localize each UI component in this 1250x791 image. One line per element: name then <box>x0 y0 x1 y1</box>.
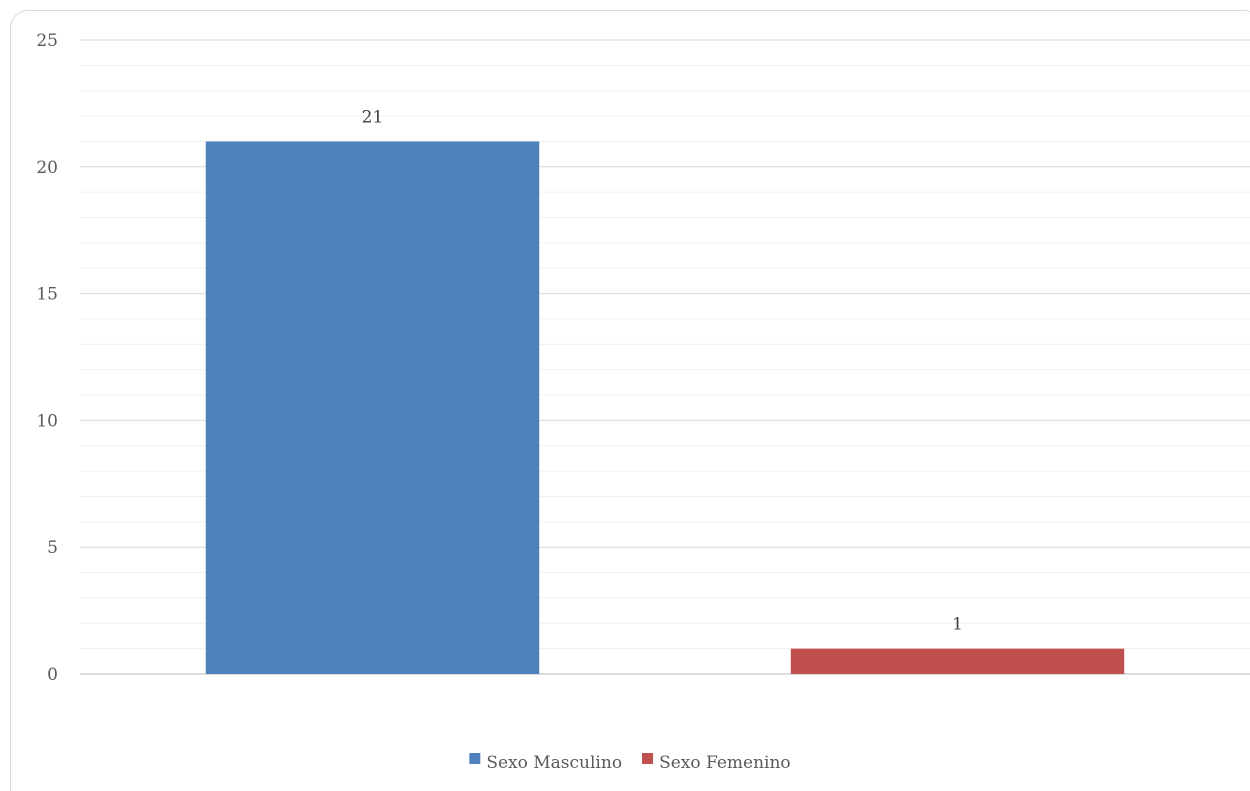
legend: Sexo Masculino Sexo Femenino <box>469 753 791 773</box>
y-tick-label: 25 <box>36 31 58 51</box>
data-label: 1 <box>952 615 963 635</box>
bar-sexo-femenino <box>790 648 1125 674</box>
y-tick-label: 15 <box>36 285 58 305</box>
y-axis: 0 5 10 15 20 25 <box>36 31 58 685</box>
legend-label: Sexo Masculino <box>486 753 622 773</box>
bar-layer <box>205 141 1125 674</box>
legend-item-sexo-masculino: Sexo Masculino <box>469 753 622 773</box>
data-label: 21 <box>362 107 384 127</box>
legend-label: Sexo Femenino <box>659 753 791 773</box>
data-label-layer: 21 1 <box>362 107 963 634</box>
y-tick-label: 10 <box>36 411 58 431</box>
legend-swatch <box>642 753 654 764</box>
y-tick-label: 20 <box>36 158 58 178</box>
y-tick-label: 0 <box>47 665 58 685</box>
y-tick-label: 5 <box>47 538 58 558</box>
bar-sexo-masculino <box>205 141 540 674</box>
legend-swatch <box>469 753 481 764</box>
legend-item-sexo-femenino: Sexo Femenino <box>642 753 791 773</box>
